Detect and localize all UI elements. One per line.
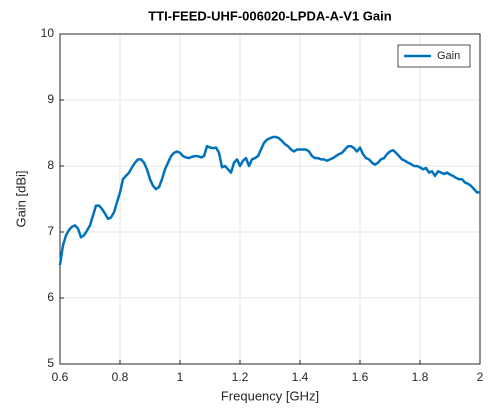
y-axis-label: Gain [dBi] xyxy=(13,170,28,227)
legend-box xyxy=(397,44,471,68)
legend: Gain xyxy=(397,44,471,68)
x-tick-label: 1.8 xyxy=(412,370,429,384)
y-tick-label: 9 xyxy=(47,92,54,106)
axes-box xyxy=(59,33,481,365)
chart-title: TTI-FEED-UHF-006020-LPDA-A-V1 Gain xyxy=(148,8,391,23)
y-tick-label: 8 xyxy=(47,158,54,172)
legend-label: Gain xyxy=(437,50,460,62)
x-tick-label: 1.6 xyxy=(352,370,369,384)
y-tick-label: 6 xyxy=(47,290,54,304)
y-tick-label: 5 xyxy=(47,356,54,370)
x-tick-label: 0.6 xyxy=(52,370,69,384)
x-tick-label: 0.8 xyxy=(112,370,129,384)
x-axis-label: Frequency [GHz] xyxy=(221,388,319,403)
x-tick-label: 1 xyxy=(177,370,184,384)
y-tick-label: 7 xyxy=(47,224,54,238)
x-tick-label: 2 xyxy=(477,370,484,384)
y-tick-label: 10 xyxy=(41,26,55,40)
series-line xyxy=(58,135,480,266)
x-tick-label: 1.4 xyxy=(292,370,309,384)
x-tick-label: 1.2 xyxy=(232,370,249,384)
